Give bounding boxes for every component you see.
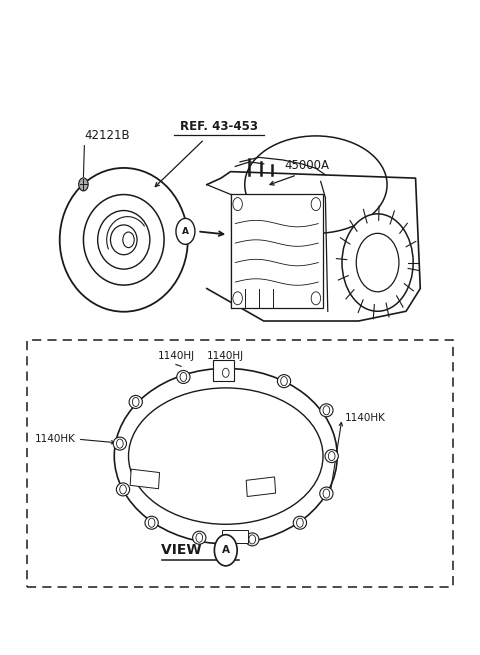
- Ellipse shape: [60, 168, 188, 312]
- Ellipse shape: [145, 516, 158, 529]
- Bar: [246, 477, 276, 496]
- Circle shape: [249, 535, 255, 544]
- Circle shape: [176, 218, 195, 244]
- Circle shape: [342, 214, 413, 311]
- Ellipse shape: [110, 225, 137, 255]
- Circle shape: [328, 451, 335, 460]
- Text: 1140HJ: 1140HJ: [207, 351, 244, 362]
- Ellipse shape: [320, 403, 333, 417]
- Circle shape: [196, 533, 203, 542]
- Circle shape: [311, 291, 321, 305]
- Circle shape: [233, 291, 242, 305]
- Circle shape: [120, 485, 126, 494]
- Circle shape: [180, 373, 187, 381]
- Ellipse shape: [84, 195, 164, 285]
- Text: A: A: [222, 545, 230, 555]
- Bar: [213, 360, 234, 381]
- Polygon shape: [207, 172, 420, 321]
- Circle shape: [356, 233, 399, 291]
- Ellipse shape: [246, 533, 259, 546]
- Text: VIEW: VIEW: [161, 543, 207, 557]
- Circle shape: [297, 518, 303, 527]
- Ellipse shape: [129, 396, 143, 409]
- Circle shape: [222, 368, 229, 377]
- Circle shape: [132, 398, 139, 407]
- Bar: [222, 531, 248, 543]
- Circle shape: [123, 232, 134, 248]
- Text: 45000A: 45000A: [284, 159, 329, 172]
- Bar: [230, 195, 323, 308]
- Text: 1140HK: 1140HK: [35, 434, 76, 444]
- Ellipse shape: [320, 487, 333, 500]
- Text: REF. 43-453: REF. 43-453: [180, 120, 258, 133]
- Ellipse shape: [219, 366, 232, 379]
- Circle shape: [233, 198, 242, 211]
- Ellipse shape: [293, 516, 307, 529]
- Bar: [26, 341, 454, 588]
- Ellipse shape: [97, 210, 150, 269]
- Bar: [130, 469, 159, 489]
- Circle shape: [148, 518, 155, 527]
- Circle shape: [311, 198, 321, 211]
- Text: 1140HJ: 1140HJ: [157, 351, 194, 362]
- Ellipse shape: [325, 449, 338, 462]
- Ellipse shape: [129, 388, 323, 524]
- Ellipse shape: [113, 437, 127, 450]
- Text: A: A: [182, 227, 189, 236]
- Ellipse shape: [192, 531, 206, 544]
- Circle shape: [79, 178, 88, 191]
- Circle shape: [323, 489, 330, 498]
- Ellipse shape: [116, 483, 130, 496]
- Ellipse shape: [245, 136, 387, 233]
- Text: 1140HK: 1140HK: [344, 413, 385, 423]
- Circle shape: [215, 534, 237, 566]
- Circle shape: [281, 377, 288, 386]
- Circle shape: [117, 439, 123, 448]
- Text: 42121B: 42121B: [84, 130, 130, 142]
- Circle shape: [323, 405, 330, 415]
- Ellipse shape: [277, 375, 291, 388]
- Ellipse shape: [177, 371, 190, 383]
- Ellipse shape: [114, 368, 337, 544]
